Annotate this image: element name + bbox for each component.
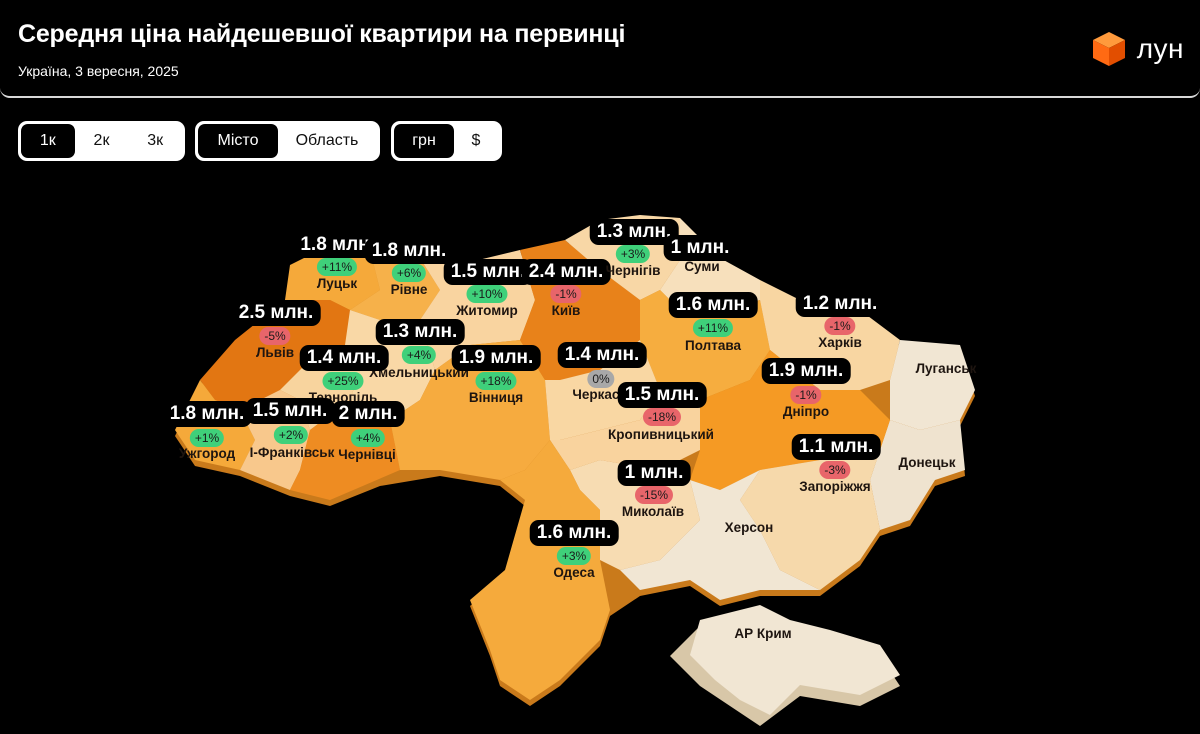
change-badge-uzhhorod: +1%: [189, 429, 225, 447]
city-label-lviv: Львів: [255, 345, 295, 360]
region-crimea: [690, 605, 900, 715]
city-label-poltava: Полтава: [685, 338, 741, 353]
change-badge-odesa: +3%: [556, 547, 592, 565]
change-badge-chernihiv: +3%: [615, 245, 651, 263]
scope-option-city[interactable]: Місто: [198, 124, 278, 158]
city-label-mykolaiv: Миколаїв: [621, 504, 685, 519]
city-label-odesa: Одеса: [553, 565, 595, 580]
price-zhytomyr: 1.5 млн.: [443, 259, 533, 285]
city-label-crimea: АР Крим: [734, 626, 792, 641]
region-volyn: [285, 245, 380, 310]
change-badge-rivne: +6%: [391, 264, 427, 282]
price-kyiv: 2.4 млн.: [521, 259, 611, 285]
change-badge-chernivtsi: +4%: [350, 429, 386, 447]
city-label-chernihiv: Чернігів: [605, 263, 661, 278]
region-donetsk: [870, 420, 965, 530]
scope-toggle: Місто Область: [195, 121, 380, 161]
logo[interactable]: лун: [1091, 30, 1184, 68]
price-lutsk: 1.8 млн: [293, 232, 377, 258]
price-ivano-frankivsk: 1.5 млн.: [245, 398, 335, 424]
rooms-option-1k[interactable]: 1к: [21, 124, 75, 158]
city-label-zaporizhzhia: Запоріжжя: [799, 479, 871, 494]
city-label-luhansk: Луганськ: [915, 361, 977, 376]
city-label-kharkiv: Харків: [818, 335, 862, 350]
city-label-uzhhorod: Ужгород: [178, 446, 236, 461]
change-badge-poltava: +11%: [692, 319, 734, 337]
logo-text: лун: [1136, 33, 1184, 64]
rooms-option-2k[interactable]: 2к: [93, 132, 110, 149]
region-lviv: [200, 300, 350, 410]
header: Середня ціна найдешевшої квартири на пер…: [0, 0, 1200, 98]
price-ternopil: 1.4 млн.: [299, 345, 389, 371]
region-zaporizhzhia: [740, 450, 880, 590]
city-label-sumy: Суми: [684, 259, 720, 274]
price-dnipro: 1.9 млн.: [761, 358, 851, 384]
price-kropyvnytskyi: 1.5 млн.: [617, 382, 707, 408]
city-label-vinnytsia: Вінниця: [468, 390, 524, 405]
city-label-khmelnytskyi: Хмельницький: [369, 365, 469, 380]
change-badge-dnipro: -1%: [790, 386, 822, 404]
price-vinnytsia: 1.9 млн.: [451, 345, 541, 371]
price-odesa: 1.6 млн.: [529, 520, 619, 546]
price-chernihiv: 1.3 млн.: [589, 219, 679, 245]
change-badge-zhytomyr: +10%: [466, 285, 508, 303]
page-title: Середня ціна найдешевшої квартири на пер…: [18, 20, 626, 48]
price-cherkasy: 1.4 млн.: [557, 342, 647, 368]
change-badge-cherkasy: 0%: [587, 370, 615, 388]
price-khmelnytskyi: 1.3 млн.: [375, 319, 465, 345]
city-label-rivne: Рівне: [390, 282, 428, 297]
cube-logo-icon: [1092, 32, 1125, 66]
rooms-option-3k[interactable]: 3к: [147, 132, 164, 149]
change-badge-khmelnytskyi: +4%: [401, 346, 437, 364]
change-badge-kropyvnytskyi: -18%: [642, 408, 682, 426]
price-sumy: 1 млн.: [663, 235, 737, 261]
region-luhansk: [890, 340, 975, 430]
page-subtitle: Україна, 3 вересня, 2025: [18, 63, 179, 79]
price-lviv: 2.5 млн.: [231, 300, 321, 326]
scope-option-region[interactable]: Область: [295, 132, 359, 149]
change-badge-ivano-frankivsk: +2%: [273, 426, 309, 444]
change-badge-kyiv: -1%: [550, 285, 582, 303]
city-label-zhytomyr: Житомир: [456, 303, 518, 318]
city-label-kyiv: Київ: [551, 303, 581, 318]
currency-option-uah[interactable]: грн: [394, 124, 454, 158]
city-label-dnipro: Дніпро: [782, 404, 830, 419]
city-label-kropyvnytskyi: Кропивницький: [608, 427, 714, 442]
change-badge-mykolaiv: -15%: [634, 486, 674, 504]
change-badge-ternopil: +25%: [322, 372, 364, 390]
price-poltava: 1.6 млн.: [668, 292, 758, 318]
price-zaporizhzhia: 1.1 млн.: [791, 434, 881, 460]
currency-toggle: грн $: [391, 121, 502, 161]
city-label-lutsk: Луцьк: [316, 276, 358, 291]
change-badge-lviv: -5%: [259, 327, 291, 345]
price-uzhhorod: 1.8 млн.: [162, 401, 252, 427]
price-rivne: 1.8 млн.: [364, 238, 454, 264]
city-label-donetsk: Донецьк: [898, 455, 956, 470]
currency-option-usd[interactable]: $: [471, 132, 481, 149]
change-badge-kharkiv: -1%: [824, 317, 856, 335]
price-mykolaiv: 1 млн.: [617, 460, 691, 486]
change-badge-zaporizhzhia: -3%: [819, 461, 851, 479]
rooms-toggle: 1к 2к 3к: [18, 121, 185, 161]
price-chernivtsi: 2 млн.: [331, 401, 405, 427]
city-label-cherkasy: Черкаси: [572, 387, 628, 402]
change-badge-lutsk: +11%: [316, 258, 358, 276]
city-label-ivano-frankivsk: І-Франківськ: [249, 445, 335, 460]
region-kherson: [620, 470, 820, 600]
region-odesa: [470, 440, 610, 700]
change-badge-vinnytsia: +18%: [475, 372, 517, 390]
city-label-chernivtsi: Чернівці: [338, 447, 396, 462]
price-kharkiv: 1.2 млн.: [795, 291, 885, 317]
city-label-kherson: Херсон: [724, 520, 774, 535]
